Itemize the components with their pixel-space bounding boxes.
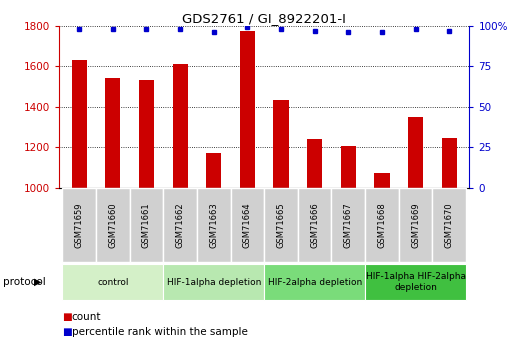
Bar [130, 188, 163, 262]
Bar [240, 31, 255, 188]
Title: GDS2761 / GI_8922201-I: GDS2761 / GI_8922201-I [182, 12, 346, 25]
Bar [105, 78, 121, 188]
Text: HIF-1alpha depletion: HIF-1alpha depletion [167, 277, 261, 287]
Bar [197, 188, 230, 262]
Bar [206, 152, 221, 188]
Bar [365, 264, 466, 300]
Bar [172, 65, 188, 188]
Bar [163, 188, 197, 262]
Bar [273, 100, 289, 188]
Bar [163, 264, 264, 300]
Text: GSM71669: GSM71669 [411, 202, 420, 248]
Text: count: count [72, 312, 102, 322]
Text: GSM71659: GSM71659 [75, 203, 84, 248]
Bar [432, 188, 466, 262]
Text: GSM71661: GSM71661 [142, 202, 151, 248]
Bar [230, 188, 264, 262]
Bar [341, 147, 356, 188]
Bar [399, 188, 432, 262]
Text: protocol: protocol [3, 277, 45, 287]
Text: GSM71664: GSM71664 [243, 202, 252, 248]
Text: ■: ■ [62, 327, 71, 337]
Text: percentile rank within the sample: percentile rank within the sample [72, 327, 248, 337]
Text: GSM71667: GSM71667 [344, 202, 353, 248]
Bar [264, 264, 365, 300]
Bar [307, 139, 322, 188]
Text: GSM71662: GSM71662 [175, 202, 185, 248]
Text: GSM71670: GSM71670 [445, 202, 453, 248]
Text: GSM71660: GSM71660 [108, 202, 117, 248]
Text: GSM71666: GSM71666 [310, 202, 319, 248]
Bar [442, 138, 457, 188]
Text: ▶: ▶ [34, 277, 41, 287]
Text: HIF-2alpha depletion: HIF-2alpha depletion [267, 277, 362, 287]
Text: GSM71663: GSM71663 [209, 202, 218, 248]
Bar [408, 117, 423, 188]
Text: ■: ■ [62, 312, 71, 322]
Bar [365, 188, 399, 262]
Text: GSM71668: GSM71668 [378, 202, 386, 248]
Text: control: control [97, 277, 129, 287]
Bar [139, 80, 154, 188]
Bar [63, 188, 96, 262]
Bar [264, 188, 298, 262]
Bar [63, 264, 163, 300]
Text: HIF-1alpha HIF-2alpha
depletion: HIF-1alpha HIF-2alpha depletion [366, 272, 466, 292]
Text: GSM71665: GSM71665 [277, 202, 286, 248]
Bar [374, 173, 389, 188]
Bar [72, 60, 87, 188]
Bar [298, 188, 331, 262]
Bar [331, 188, 365, 262]
Bar [96, 188, 130, 262]
